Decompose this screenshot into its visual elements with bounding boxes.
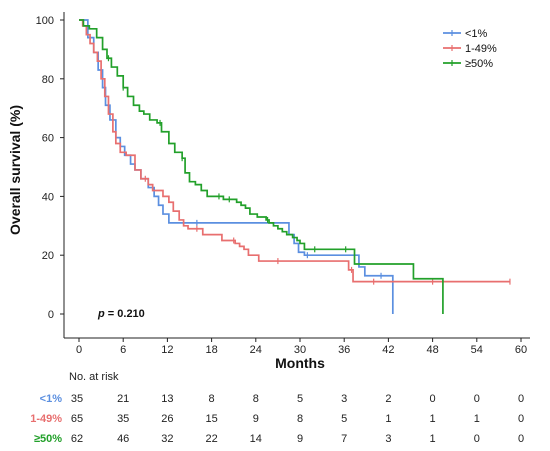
legend-label: ≥50% <box>465 58 493 70</box>
risk-value: 14 <box>250 433 262 445</box>
risk-value: 0 <box>518 413 524 425</box>
x-tick-label: 42 <box>382 344 394 356</box>
risk-value: 21 <box>117 393 129 405</box>
risk-value: 1 <box>430 413 436 425</box>
legend: <1% 1-49% ≥50% <box>443 28 497 70</box>
risk-value: 1 <box>430 433 436 445</box>
y-tick-label: 80 <box>42 74 54 86</box>
risk-value: 0 <box>518 433 524 445</box>
risk-value: 8 <box>253 393 259 405</box>
risk-value: 1 <box>474 413 480 425</box>
risk-value: 3 <box>385 433 391 445</box>
risk-value: 5 <box>297 393 303 405</box>
y-axis-title: Overall survival (%) <box>7 105 23 235</box>
risk-value: 8 <box>209 393 215 405</box>
risk-value: 62 <box>71 433 83 445</box>
x-tick-label: 6 <box>120 344 126 356</box>
risk-value: 22 <box>205 433 217 445</box>
legend-label: 1-49% <box>465 43 497 55</box>
x-tick-label: 18 <box>205 344 217 356</box>
risk-value: 5 <box>341 413 347 425</box>
survival-line-series-1 <box>79 19 394 314</box>
x-tick-label: 24 <box>250 344 262 356</box>
x-tick-label: 12 <box>161 344 173 356</box>
y-tick-label: 100 <box>36 15 54 27</box>
axes: 0 6 12 18 24 30 36 42 48 54 60 0 20 40 60 80 100 <box>36 12 530 356</box>
risk-value: 32 <box>161 433 173 445</box>
risk-table-title: No. at risk <box>69 371 119 383</box>
risk-value: 15 <box>205 413 217 425</box>
risk-value: 0 <box>518 393 524 405</box>
risk-value: 46 <box>117 433 129 445</box>
risk-value: 0 <box>430 393 436 405</box>
risk-table: <1% 35 21 13 8 8 5 3 2 0 0 01-49% 65 35 26 15 9 8 5 1 1 1 0≥50… <box>30 393 524 445</box>
x-tick-label: 36 <box>338 344 350 356</box>
risk-value: 13 <box>161 393 173 405</box>
survival-line-series-2 <box>79 19 510 283</box>
risk-value: 1 <box>385 413 391 425</box>
risk-value: 7 <box>341 433 347 445</box>
risk-value: 35 <box>117 413 129 425</box>
risk-row-label: ≥50% <box>34 433 62 445</box>
x-tick-label: 54 <box>471 344 483 356</box>
survival-line-series-3 <box>79 19 444 314</box>
y-tick-label: 40 <box>42 191 54 203</box>
risk-value: 9 <box>253 413 259 425</box>
p-value-annotation: p = 0.210 <box>97 308 145 320</box>
risk-value: 3 <box>341 393 347 405</box>
y-tick-label: 60 <box>42 133 54 145</box>
survival-curves <box>79 19 511 314</box>
x-tick-label: 0 <box>76 344 82 356</box>
legend-label: <1% <box>465 28 488 40</box>
risk-row-label: 1-49% <box>30 413 62 425</box>
risk-value: 65 <box>71 413 83 425</box>
risk-row-label: <1% <box>40 393 63 405</box>
x-tick-label: 60 <box>515 344 527 356</box>
risk-value: 0 <box>474 433 480 445</box>
p-value-symbol: p <box>97 308 105 320</box>
x-tick-label: 48 <box>426 344 438 356</box>
y-tick-label: 20 <box>42 250 54 262</box>
y-tick-label: 0 <box>48 309 54 321</box>
x-axis-title: Months <box>275 355 325 371</box>
x-tick-label: 30 <box>294 344 306 356</box>
risk-value: 26 <box>161 413 173 425</box>
risk-value: 2 <box>385 393 391 405</box>
risk-value: 0 <box>474 393 480 405</box>
p-value-text: = 0.210 <box>105 308 145 320</box>
risk-value: 35 <box>71 393 83 405</box>
risk-value: 9 <box>297 433 303 445</box>
risk-value: 8 <box>297 413 303 425</box>
